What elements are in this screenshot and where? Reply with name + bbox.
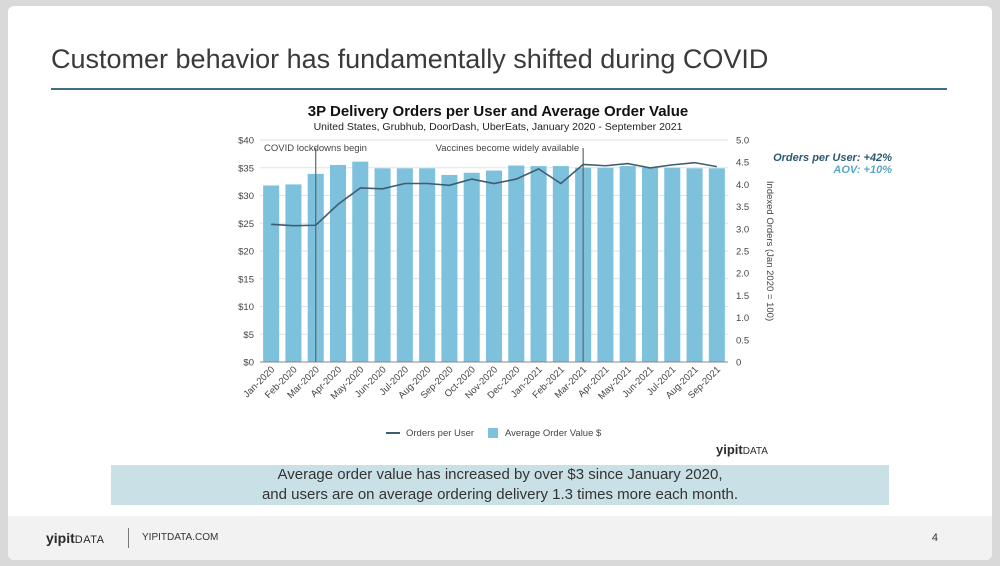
y-right-axis-label: Indexed Orders (Jan 2020 = 100) — [764, 181, 775, 321]
callout-line-1: Average order value has increased by ove… — [277, 466, 723, 483]
y-left-tick-label: $35 — [238, 163, 254, 174]
y-right-tick-label: 3.5 — [736, 202, 749, 213]
y-left-tick-label: $15 — [238, 274, 254, 285]
y-right-tick-label: 1.5 — [736, 291, 749, 302]
vaccine-annotation: Vaccines become widely available — [436, 143, 579, 154]
bar-aov — [552, 166, 569, 362]
chart-title: 3P Delivery Orders per User and Average … — [308, 103, 688, 120]
legend-bar-swatch — [488, 428, 498, 438]
y-left-tick-label: $40 — [238, 136, 254, 147]
bar-aov — [485, 170, 503, 362]
bar-aov — [329, 164, 347, 362]
bar-aov — [441, 174, 458, 362]
legend-aov-label: Average Order Value $ — [505, 428, 602, 439]
slide-title: Customer behavior has fundamentally shif… — [51, 44, 769, 74]
bar-aov — [419, 168, 436, 362]
bar-aov — [708, 168, 725, 362]
y-left-tick-label: $30 — [238, 191, 254, 202]
y-left-tick-label: $10 — [238, 302, 254, 313]
footer-separator — [128, 528, 129, 548]
bar-aov — [463, 172, 480, 362]
callout-line-2: and users are on average ordering delive… — [261, 486, 739, 503]
title-divider — [51, 88, 947, 90]
y-right-tick-label: 4.0 — [736, 180, 749, 191]
aov-growth-callout: AOV: +10% — [832, 164, 892, 176]
y-left-tick-label: $0 — [243, 358, 254, 369]
bar-aov — [352, 161, 369, 362]
bar-aov — [641, 167, 659, 362]
bar-aov — [530, 166, 547, 362]
y-left-tick-label: $25 — [238, 219, 254, 230]
y-right-tick-label: 2.0 — [736, 269, 749, 280]
bar-aov — [396, 168, 413, 362]
y-right-tick-label: 3.0 — [736, 224, 749, 235]
chart-subtitle: United States, Grubhub, DoorDash, UberEa… — [314, 121, 683, 133]
y-right-tick-label: 2.5 — [736, 247, 749, 258]
footer-url[interactable]: YIPITDATA.COM — [142, 532, 219, 543]
bar-aov — [664, 167, 681, 362]
bar-aov — [686, 168, 703, 362]
y-right-tick-label: 4.5 — [736, 158, 749, 169]
bar-aov — [374, 168, 391, 362]
chart-watermark-logo: yipitDATA — [716, 442, 768, 457]
footer-logo-rest: DATA — [74, 534, 105, 546]
slide: Customer behavior has fundamentally shif… — [8, 6, 992, 560]
bar-aov — [597, 167, 614, 362]
footer: yipitDATA YIPITDATA.COM 4 — [8, 516, 992, 560]
footer-logo-bold: yipit — [46, 530, 75, 546]
page-number: 4 — [931, 532, 938, 544]
bar-aov — [508, 165, 525, 362]
bar-aov — [263, 185, 280, 362]
lockdown-annotation: COVID lockdowns begin — [264, 143, 367, 154]
y-right-tick-label: 0.5 — [736, 335, 749, 346]
bar-aov — [285, 184, 302, 362]
line-orders-per-user — [271, 161, 717, 227]
bar-aov — [619, 166, 636, 362]
y-right-tick-label: 1.0 — [736, 313, 749, 324]
y-right-tick-label: 5.0 — [736, 136, 749, 147]
chart: 3P Delivery Orders per User and Average … — [238, 103, 892, 457]
legend-orders-label: Orders per User — [406, 428, 474, 439]
orders-growth-callout: Orders per User: +42% — [773, 152, 892, 164]
y-right-tick-label: 0 — [736, 358, 741, 369]
summary-callout: Average order value has increased by ove… — [111, 465, 889, 505]
footer-logo: yipitDATA — [46, 530, 105, 546]
y-left-tick-label: $20 — [238, 247, 254, 258]
y-left-tick-label: $5 — [243, 330, 254, 341]
